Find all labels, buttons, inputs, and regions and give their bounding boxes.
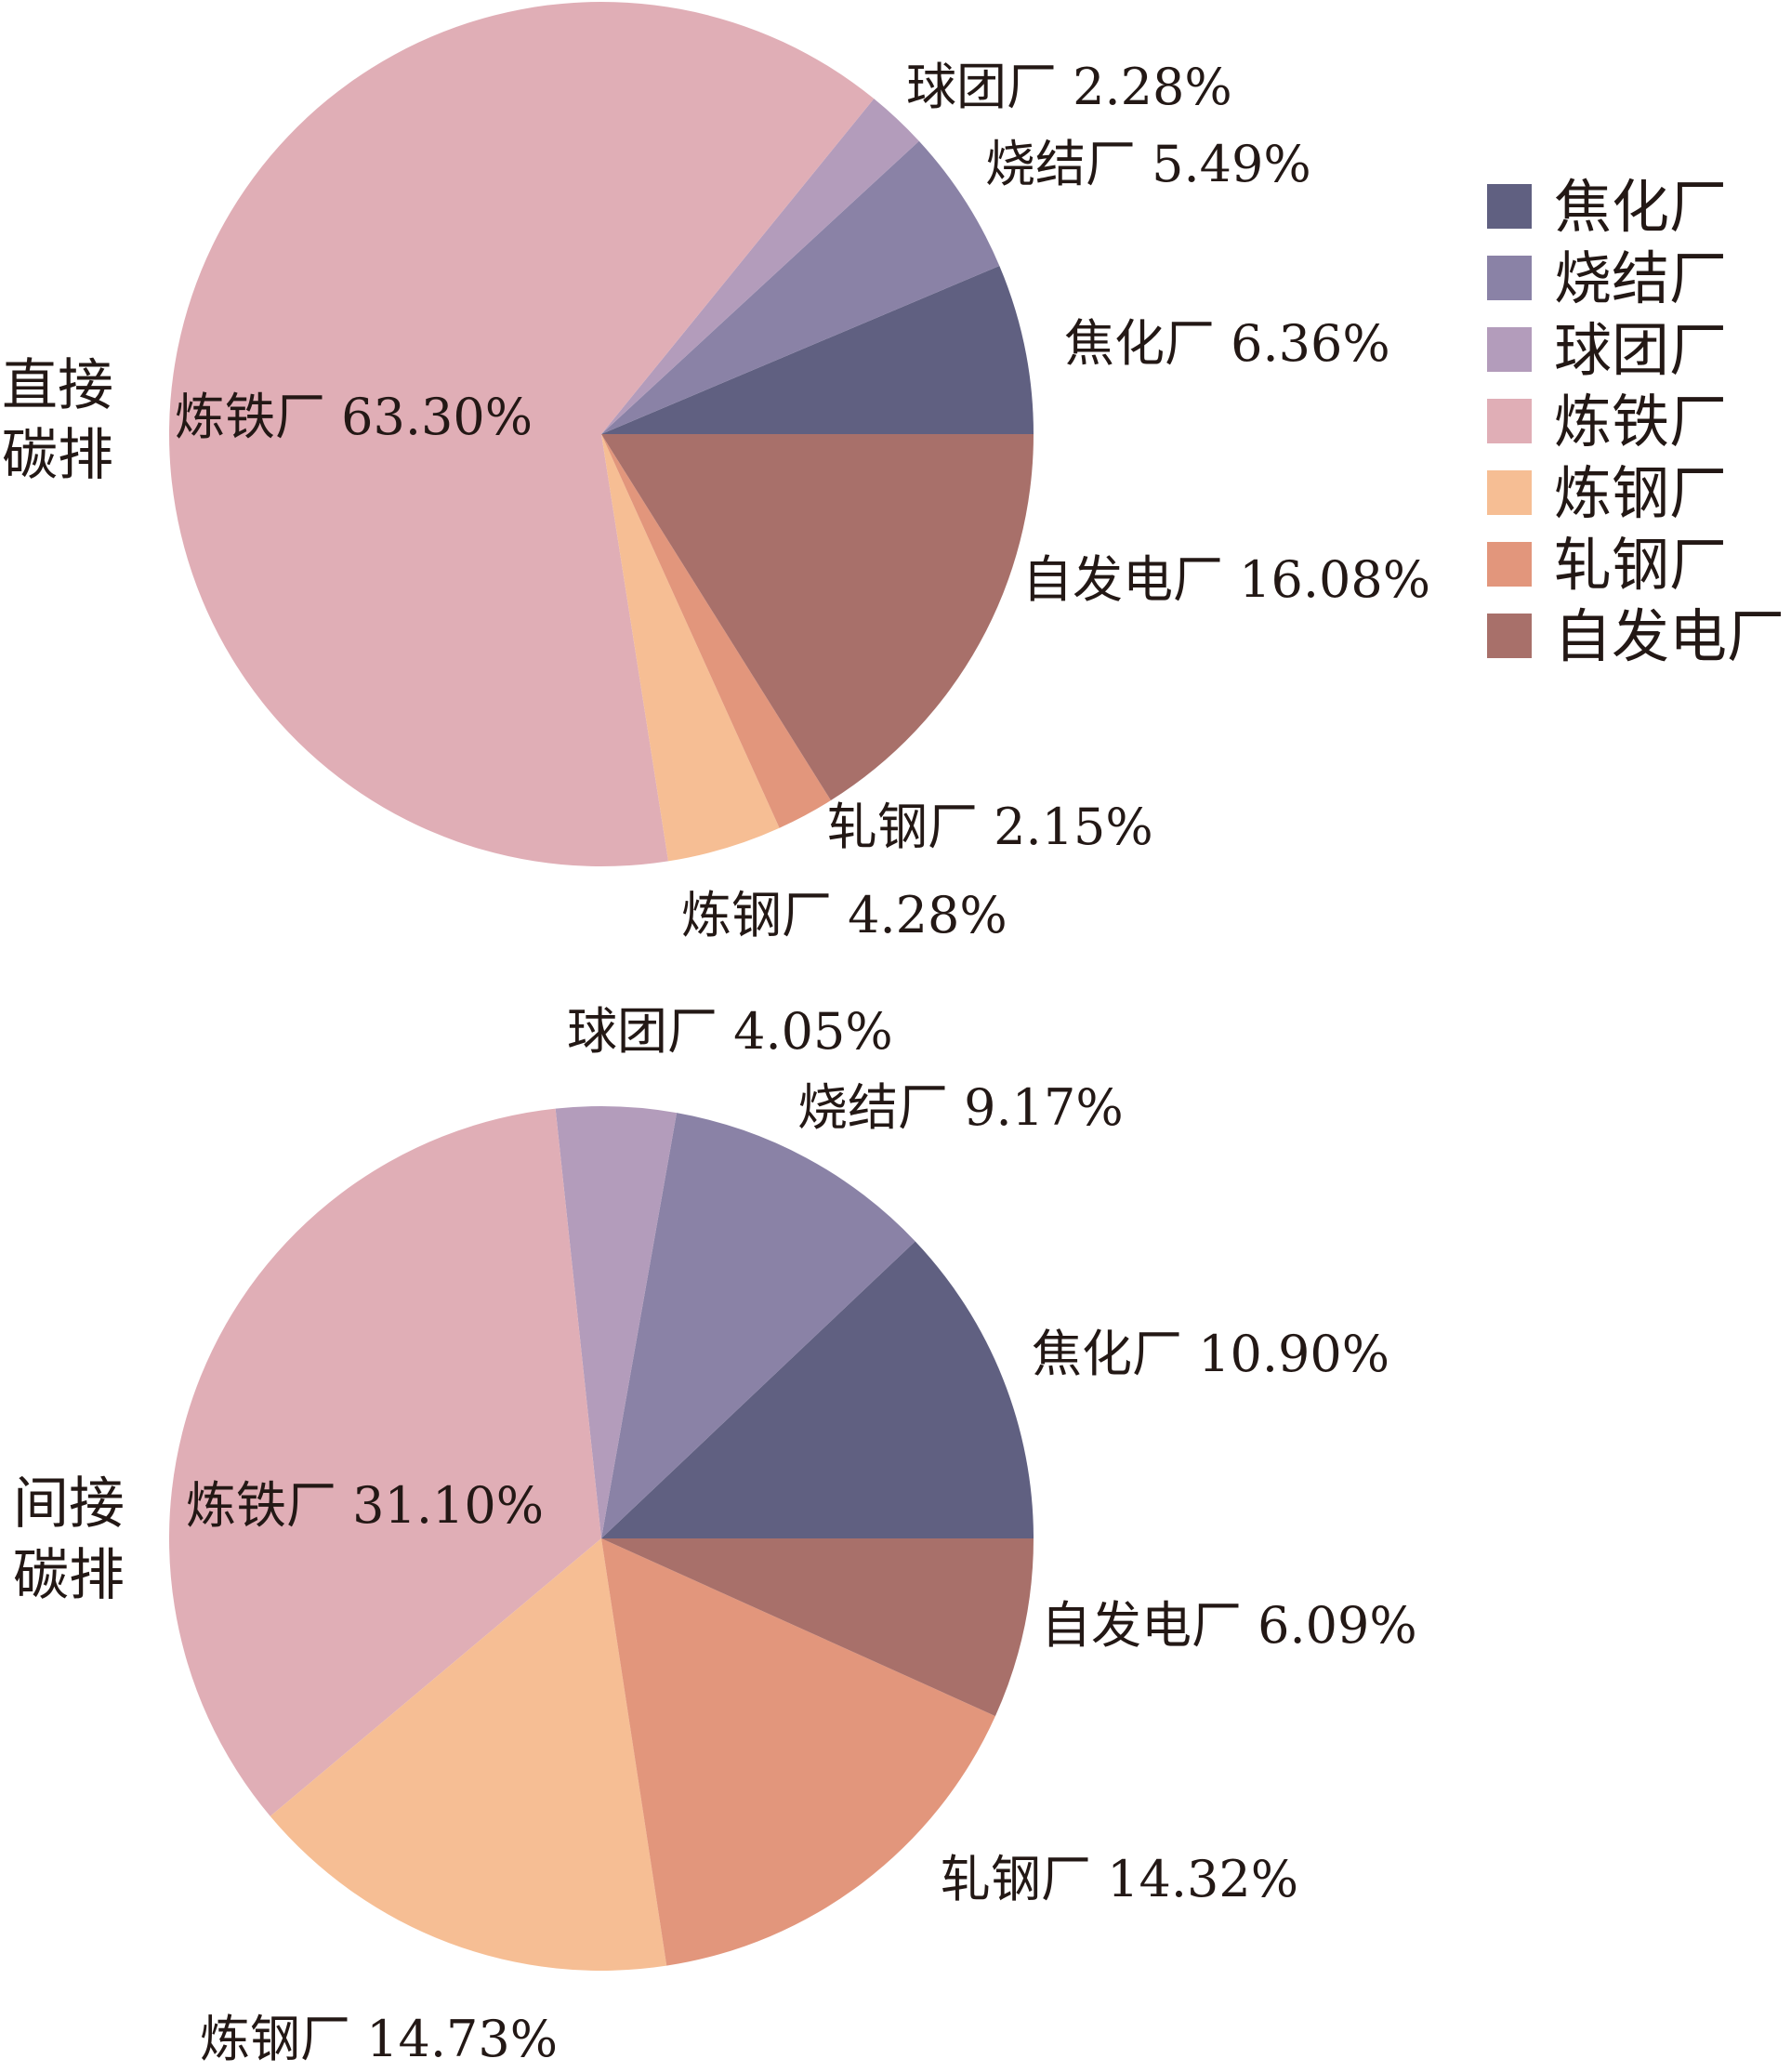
slice-label-球团厂: 球团厂 2.28% <box>906 58 1232 116</box>
slice-label-轧钢厂: 轧钢厂 14.32% <box>941 1850 1298 1908</box>
slice-label-烧结厂: 烧结厂 5.49% <box>985 135 1311 193</box>
legend-swatch <box>1487 184 1532 229</box>
pie-slice-炼铁厂 <box>168 1108 601 1816</box>
legend-label: 轧钢厂 <box>1554 531 1727 599</box>
pie-slice-烧结厂 <box>601 1113 915 1538</box>
legend-label: 烧结厂 <box>1554 244 1727 312</box>
slice-label-轧钢厂: 轧钢厂 2.15% <box>827 798 1153 856</box>
legend-swatch <box>1487 614 1532 658</box>
chart-side-label: 直接 <box>2 353 113 418</box>
legend-swatch <box>1487 256 1532 300</box>
pie-chart-2: 焦化厂 10.90% 烧结厂 9.17% 球团厂 4.05% 炼铁厂 31.10% 炼钢… <box>13 1002 1417 2068</box>
pie-slice-炼钢厂 <box>270 1538 667 1971</box>
chart-side-label: 碳排 <box>2 423 113 488</box>
legend-label: 焦化厂 <box>1554 173 1727 241</box>
legend-swatch <box>1487 399 1532 443</box>
slice-label-焦化厂: 焦化厂 6.36% <box>1064 314 1390 373</box>
pie-slice-轧钢厂 <box>601 1538 995 1966</box>
slice-label-自发电厂: 自发电厂 16.08% <box>1022 550 1430 609</box>
pie-slice-轧钢厂 <box>601 434 831 828</box>
legend-label: 炼铁厂 <box>1554 388 1727 455</box>
legend-swatch <box>1487 470 1532 515</box>
chart-side-label: 间接 <box>13 1472 125 1537</box>
pie-slice-烧结厂 <box>601 140 1000 434</box>
slice-label-烧结厂: 烧结厂 9.17% <box>797 1078 1124 1137</box>
pie-slice-球团厂 <box>601 99 919 434</box>
pie-slice-炼铁厂 <box>169 1 875 866</box>
slice-label-球团厂: 球团厂 4.05% <box>567 1002 893 1061</box>
chart-side-label: 碳排 <box>13 1543 125 1608</box>
pie-slice-自发电厂 <box>601 1538 1034 1717</box>
slice-label-炼钢厂: 炼钢厂 4.28% <box>681 886 1007 944</box>
legend-label: 炼钢厂 <box>1554 459 1727 527</box>
legend-swatch <box>1487 542 1532 587</box>
slice-label-炼铁厂: 炼铁厂 31.10% <box>186 1476 544 1535</box>
slice-label-炼铁厂: 炼铁厂 63.30% <box>175 388 533 446</box>
pie-slice-焦化厂 <box>601 1241 1034 1538</box>
legend-label: 自发电厂 <box>1554 602 1784 670</box>
pie-slice-球团厂 <box>555 1106 678 1538</box>
pie-chart-1: 焦化厂 6.36% 烧结厂 5.49% 球团厂 2.28% 炼铁厂 63.30% 炼钢厂… <box>2 1 1430 944</box>
slice-label-焦化厂: 焦化厂 10.90% <box>1032 1325 1389 1383</box>
pie-slice-焦化厂 <box>601 265 1034 434</box>
slice-label-自发电厂: 自发电厂 6.09% <box>1041 1596 1417 1655</box>
pie-slice-自发电厂 <box>601 434 1034 801</box>
legend-swatch <box>1487 327 1532 372</box>
slice-label-炼钢厂: 炼钢厂 14.73% <box>200 2010 558 2068</box>
pie-slice-炼钢厂 <box>601 434 780 862</box>
legend-label: 球团厂 <box>1554 316 1727 384</box>
